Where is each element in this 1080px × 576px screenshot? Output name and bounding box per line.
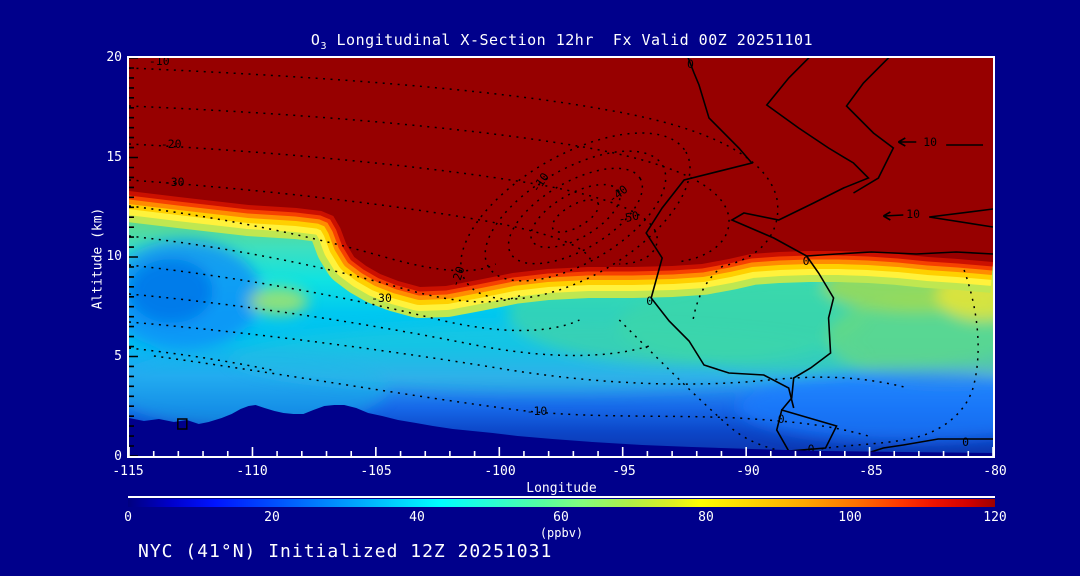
contour-label: -10	[527, 404, 548, 418]
x-tick-label: -105	[360, 464, 392, 479]
y-tick-label: 5	[114, 349, 122, 364]
colorbar-tick-label: 20	[264, 510, 280, 525]
title-species: O	[310, 31, 321, 49]
contour-label: 0	[778, 412, 785, 426]
x-tick-label: -90	[736, 464, 760, 479]
colorbar-tick-label: 80	[698, 510, 714, 525]
positive-contours	[645, 58, 993, 456]
y-axis-minor-ticks	[129, 58, 138, 456]
colorbar-tick-label: 120	[983, 510, 1007, 525]
x-axis-title: Longitude	[526, 481, 597, 496]
contour-label: 0	[808, 442, 815, 456]
contour-label: -20	[161, 137, 182, 151]
title-text: Longitudinal X-Section 12hr Fx Valid 00Z…	[326, 31, 814, 49]
y-tick-label: 15	[106, 150, 122, 165]
contour-label: 0	[646, 294, 653, 308]
colorbar-tick-label: 0	[124, 510, 132, 525]
stratosphere-fill	[129, 58, 993, 287]
contour-label: 10	[906, 207, 920, 221]
contour-label: 0	[962, 435, 969, 449]
contour-field: -10 -20 -30 -10 -40 -50 -20 -30 -10 0 0 …	[129, 58, 993, 456]
title-species-subscript: 3	[320, 41, 327, 52]
contour-label: -10	[149, 58, 170, 68]
y-tick-label: 0	[114, 449, 122, 464]
contour-label: -30	[371, 291, 392, 305]
colorbar-tick-label: 40	[409, 510, 425, 525]
contour-label: -50	[617, 208, 640, 226]
page-title: O3 Longitudinal X-Section 12hr Fx Valid …	[128, 31, 996, 52]
y-tick-label: 10	[106, 249, 122, 264]
contour-label: -30	[164, 175, 185, 189]
colorbar-units-label: (ppbv)	[539, 526, 584, 540]
x-tick-label: -80	[983, 464, 1007, 479]
colorbar-gradient	[128, 499, 995, 507]
colorbar-tick-label: 60	[553, 510, 569, 525]
x-tick-label: -100	[484, 464, 516, 479]
init-info-label: NYC (41°N) Initialized 12Z 20251031	[138, 541, 553, 562]
x-tick-label: -95	[612, 464, 636, 479]
x-tick-label: -85	[859, 464, 883, 479]
x-axis-ticks	[129, 447, 993, 456]
x-tick-label: -110	[236, 464, 268, 479]
contour-label: -20	[448, 264, 468, 288]
contour-label: 0	[803, 254, 810, 268]
contour-label: 10	[923, 135, 937, 149]
colorbar-axis-line	[128, 496, 995, 498]
y-tick-label: 20	[106, 50, 122, 65]
terrain-silhouette	[129, 405, 993, 456]
surface-station-marker	[177, 418, 188, 430]
colorbar-tick-label: 100	[838, 510, 862, 525]
plot-area: -10 -20 -30 -10 -40 -50 -20 -30 -10 0 0 …	[127, 56, 995, 458]
contour-label: 0	[687, 58, 694, 71]
x-tick-label: -115	[112, 464, 144, 479]
